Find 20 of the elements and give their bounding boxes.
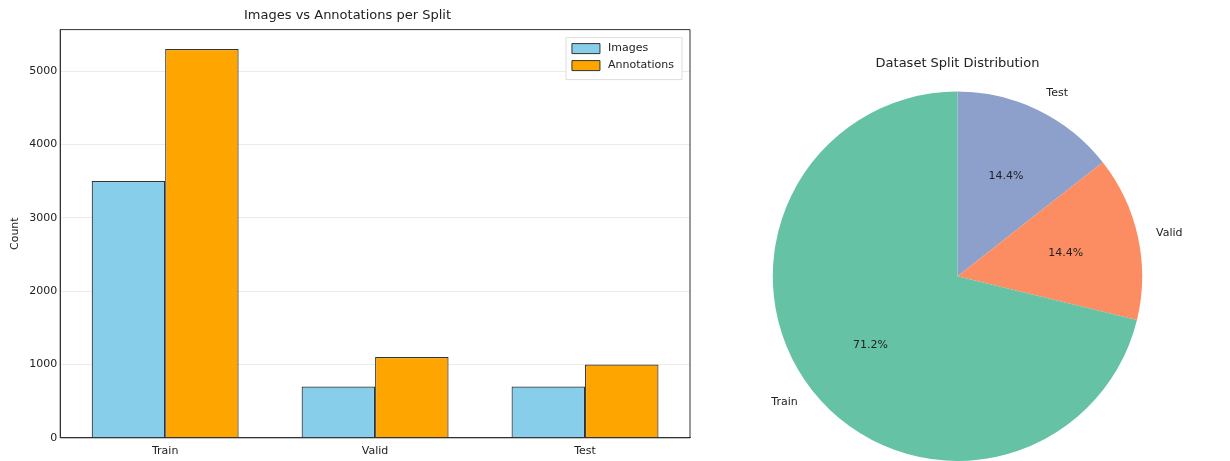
legend-label: Images	[607, 41, 649, 55]
chart-title: Dataset Split Distribution	[875, 55, 1040, 71]
x-tick-label: Valid	[361, 444, 389, 458]
data-label: 14.4%	[988, 169, 1024, 183]
y-tick-label: 1000	[29, 357, 58, 371]
x-tick-label: Test	[573, 444, 597, 458]
y-tick-label: 0	[50, 430, 58, 444]
chart-title: Images vs Annotations per Split	[244, 7, 451, 23]
slice-label: Valid	[1156, 226, 1183, 240]
y-axis-title: Count	[8, 216, 22, 251]
y-tick-label: 2000	[29, 283, 58, 297]
slice-label: Test	[1045, 86, 1069, 100]
y-tick-label: 4000	[29, 137, 58, 151]
data-label: 71.2%	[852, 337, 888, 351]
slice-label: Train	[770, 394, 798, 408]
legend-label: Annotations	[607, 58, 675, 72]
x-tick-label: Train	[150, 444, 179, 458]
data-label: 14.4%	[1048, 245, 1084, 259]
y-tick-label: 3000	[29, 210, 58, 224]
y-tick-label: 5000	[29, 63, 58, 77]
